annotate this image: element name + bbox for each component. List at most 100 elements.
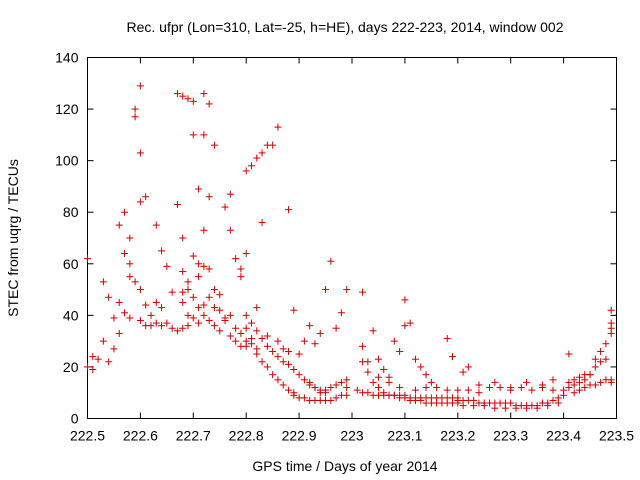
data-point [232,255,240,263]
data-point [189,314,197,322]
data-point [221,314,229,322]
data-point [401,391,409,399]
data-point [179,298,187,306]
data-point [311,340,319,348]
data-point [501,404,509,412]
data-point [274,376,282,384]
data-point [591,381,599,389]
y-tick-label: 60 [63,256,79,272]
data-point [343,286,351,294]
data-point [401,322,409,330]
data-point [205,293,213,301]
data-point [205,317,213,325]
data-point [89,366,97,374]
data-point [210,141,218,149]
data-point [147,322,155,330]
data-point [269,347,277,355]
data-point [253,154,261,162]
data-point [364,368,372,376]
data-point [369,378,377,386]
data-point [496,384,504,392]
data-point [591,355,599,363]
data-point [533,404,541,412]
data-point [232,324,240,332]
data-point [327,384,335,392]
data-point [258,335,266,343]
data-point [226,226,234,234]
data-point [560,386,568,394]
y-tick-label: 40 [63,307,79,323]
data-point [549,386,557,394]
data-point [200,301,208,309]
data-point [269,141,277,149]
data-point [290,391,298,399]
data-point [216,291,224,299]
data-point [232,337,240,345]
data-point [306,322,314,330]
data-point [517,384,525,392]
data-point [274,353,282,361]
data-point [158,247,166,255]
data-point [237,273,245,281]
data-point [300,394,308,402]
data-point [491,378,499,386]
data-point [195,319,203,327]
data-point [343,376,351,384]
data-point [364,389,372,397]
data-point [443,335,451,343]
data-point [475,381,483,389]
data-point [422,384,430,392]
data-point [258,149,266,157]
x-tick-label: 223.2 [440,428,475,444]
data-point [247,162,255,170]
data-point [586,371,594,379]
data-point [359,342,367,350]
data-point [189,252,197,260]
data-point [269,371,277,379]
data-point [279,358,287,366]
data-point [121,309,129,317]
data-point [110,314,118,322]
data-point [581,384,589,392]
data-point [427,378,435,386]
data-point [242,342,250,350]
data-point [200,226,208,234]
data-point [131,278,139,286]
data-point [200,311,208,319]
data-point [475,389,483,397]
data-point [216,327,224,335]
data-point [247,340,255,348]
data-point [189,131,197,139]
data-point [210,304,218,312]
data-point [411,355,419,363]
data-point [316,389,324,397]
data-point [285,360,293,368]
data-point [607,306,615,314]
data-point [163,319,171,327]
y-tick-label: 0 [71,411,79,427]
data-point [126,234,134,242]
data-point [173,90,181,98]
data-point [491,404,499,412]
data-point [396,384,404,392]
data-point [126,260,134,268]
data-point [359,288,367,296]
data-point [449,353,457,361]
data-point [565,350,573,358]
data-point [195,304,203,312]
data-point [253,350,261,358]
data-point [523,404,531,412]
data-point [179,92,187,100]
data-point [142,301,150,309]
x-axis-label: GPS time / Days of year 2014 [252,458,437,474]
data-point [179,234,187,242]
data-point [184,322,192,330]
data-point [173,200,181,208]
data-point [406,319,414,327]
data-point [253,304,261,312]
y-tick-label: 80 [63,204,79,220]
data-point [221,203,229,211]
data-point [274,337,282,345]
data-point [359,358,367,366]
